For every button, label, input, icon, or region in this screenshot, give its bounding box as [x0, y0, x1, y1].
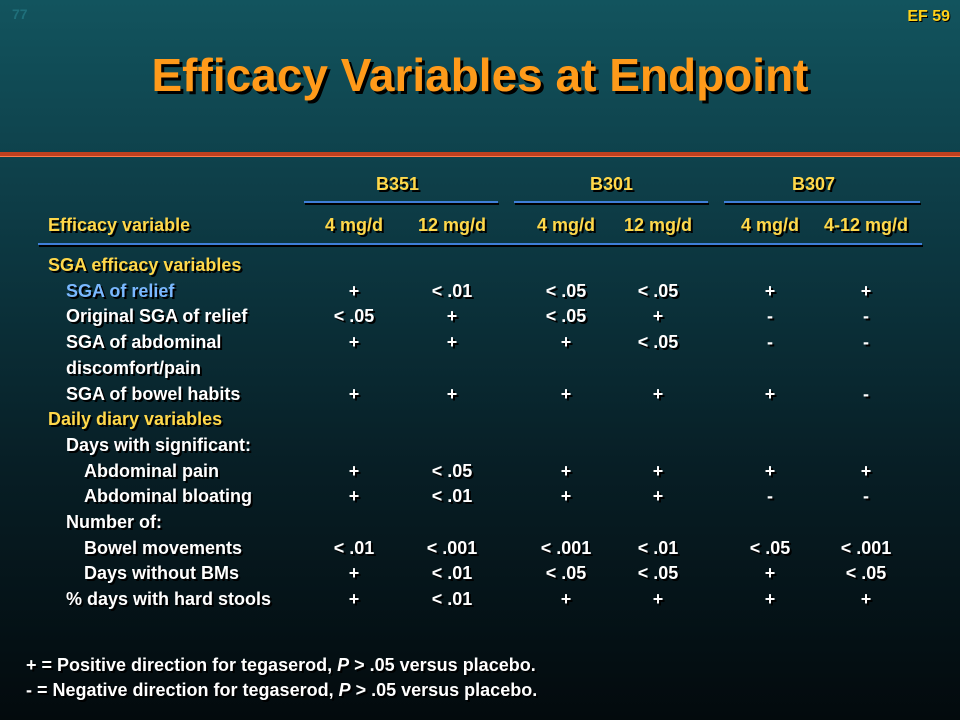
table-cell: +: [652, 306, 664, 326]
footnote-negative-suffix: > .05 versus placebo.: [350, 680, 538, 700]
table-cell: < .05: [545, 306, 587, 326]
group-rule-b351: [304, 201, 498, 203]
footnote-positive: + = Positive direction for tegaserod, P …: [26, 654, 536, 676]
row-abdominal-bloating-label: Abdominal bloating: [84, 486, 252, 506]
table-cell: +: [446, 306, 458, 326]
table-cell: -: [863, 332, 869, 352]
table-cell: < .001: [540, 538, 592, 558]
dose-header: 4 mg/d: [324, 215, 383, 235]
header-rule: [38, 243, 922, 245]
row-bowel-movements-label: Bowel movements: [84, 538, 243, 558]
table-cell: < .01: [333, 538, 375, 558]
table-cell: +: [446, 332, 458, 352]
table-cell: +: [764, 589, 776, 609]
table-cell: +: [652, 461, 664, 481]
table-cell: -: [767, 332, 773, 352]
table-cell: +: [652, 486, 664, 506]
title-divider: [0, 152, 960, 157]
footnote-positive-p: P: [337, 655, 350, 675]
table-cell: +: [560, 461, 572, 481]
table-cell: +: [652, 384, 664, 404]
table-cell: +: [860, 461, 872, 481]
row-days-without-bms-label: Days without BMs: [84, 563, 240, 583]
group-header-b351: B351: [376, 174, 420, 194]
group-header-b307: B307: [792, 174, 836, 194]
table-cell: +: [764, 384, 776, 404]
table-cell: < .01: [637, 538, 679, 558]
row-sga-abdominal-cont-label: discomfort/pain: [66, 358, 202, 378]
table-cell: -: [863, 486, 869, 506]
slide-title: Efficacy Variables at Endpoint: [151, 49, 809, 101]
table-cell: -: [767, 486, 773, 506]
table-cell: +: [560, 589, 572, 609]
dose-header: 4 mg/d: [740, 215, 799, 235]
table-cell: +: [764, 281, 776, 301]
table-cell: < .05: [333, 306, 375, 326]
footnote-positive-prefix: + = Positive direction for tegaserod,: [26, 655, 338, 675]
group-rule-b301: [514, 201, 708, 203]
table-cell: +: [348, 461, 360, 481]
dose-header: 12 mg/d: [623, 215, 693, 235]
table-cell: +: [348, 332, 360, 352]
row-abdominal-pain-label: Abdominal pain: [84, 461, 219, 481]
row-original-sga-relief-label: Original SGA of relief: [66, 306, 248, 326]
table-cell: +: [348, 486, 360, 506]
table-cell: < .01: [431, 281, 473, 301]
table-cell: < .001: [840, 538, 892, 558]
footnote-positive-suffix: > .05 versus placebo.: [349, 655, 536, 675]
table-cell: +: [764, 563, 776, 583]
row-sga-abdominal-label: SGA of abdominal: [66, 332, 222, 352]
row-sga-bowel-habits-label: SGA of bowel habits: [66, 384, 241, 404]
table-cell: +: [860, 281, 872, 301]
group-header-b301: B301: [590, 174, 634, 194]
table-cell: < .05: [431, 461, 473, 481]
table-cell: +: [348, 384, 360, 404]
dose-header: 12 mg/d: [417, 215, 487, 235]
table-cell: +: [348, 589, 360, 609]
table-cell: -: [863, 384, 869, 404]
footnote-negative: - = Negative direction for tegaserod, P …: [26, 679, 537, 701]
subheader-days-significant-label: Days with significant:: [66, 435, 252, 455]
header-variable-label: Efficacy variable: [48, 215, 191, 235]
table-cell: < .01: [431, 563, 473, 583]
table-cell: < .05: [637, 332, 679, 352]
section-daily-diary-label: Daily diary variables: [48, 409, 223, 429]
table-cell: +: [560, 486, 572, 506]
footnote-negative-prefix: - = Negative direction for tegaserod,: [26, 680, 339, 700]
table-cell: +: [348, 281, 360, 301]
table-cell: < .05: [545, 281, 587, 301]
table-cell: +: [652, 589, 664, 609]
row-sga-relief-label: SGA of relief: [66, 281, 175, 301]
table-cell: +: [446, 384, 458, 404]
group-rule-b307: [724, 201, 920, 203]
table-cell: < .05: [749, 538, 791, 558]
table-cell: < .01: [431, 486, 473, 506]
table-cell: < .01: [431, 589, 473, 609]
subheader-number-of-label: Number of:: [66, 512, 162, 532]
table-cell: -: [863, 306, 869, 326]
row-hard-stools-label: % days with hard stools: [66, 589, 272, 609]
table-cell: -: [767, 306, 773, 326]
slide-code: EF 59: [907, 8, 950, 25]
table-cell: +: [764, 461, 776, 481]
slide-number: 77: [12, 6, 28, 22]
table-cell: +: [348, 563, 360, 583]
section-sga-label: SGA efficacy variables: [48, 255, 242, 275]
table-cell: +: [560, 332, 572, 352]
table-cell: < .05: [845, 563, 887, 583]
table-cell: +: [860, 589, 872, 609]
dose-header: 4-12 mg/d: [823, 215, 909, 235]
footnote-negative-p: P: [338, 680, 351, 700]
dose-header: 4 mg/d: [536, 215, 595, 235]
table-cell: < .05: [637, 563, 679, 583]
table-cell: < .001: [426, 538, 478, 558]
table-cell: +: [560, 384, 572, 404]
table-cell: < .05: [545, 563, 587, 583]
table-cell: < .05: [637, 281, 679, 301]
